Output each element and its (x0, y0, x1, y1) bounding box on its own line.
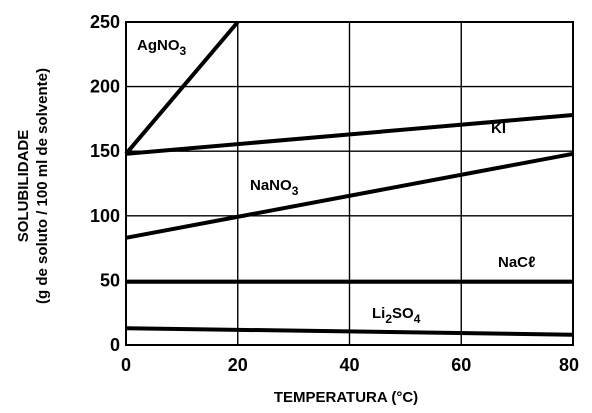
y-axis-title-line2: (g de soluto / 100 ml de solvente) (34, 68, 51, 304)
plot-frame (125, 21, 574, 346)
series-line-ki (125, 113, 574, 156)
y-axis-title-line1: SOLUBILIDADE (15, 130, 32, 243)
x-tick-label: 20 (228, 355, 248, 375)
series-line-agno3 (124, 20, 240, 156)
series-labels: AgNO3 KI NaNO3 NaCℓ Li2SO4 (137, 37, 535, 326)
grid (125, 21, 574, 346)
y-axis-title: SOLUBILIDADE (g de soluto / 100 ml de so… (15, 68, 51, 304)
series-label-nac: NaCℓ (498, 254, 535, 271)
series-lines (124, 20, 574, 337)
x-tick-label: 60 (451, 355, 471, 375)
series-label-nano3: NaNO3 (250, 177, 299, 198)
y-tick-label: 0 (110, 335, 120, 355)
series-line-li2so4 (125, 326, 574, 337)
x-tick-label: 80 (559, 355, 579, 375)
x-tick-labels: 0 20 40 60 80 (121, 355, 579, 375)
y-tick-labels: 0 50 100 150 200 250 (90, 12, 120, 355)
x-tick-label: 40 (339, 355, 359, 375)
series-label-agno3: AgNO3 (137, 37, 187, 58)
y-tick-label: 100 (90, 206, 120, 226)
y-tick-label: 200 (90, 77, 120, 97)
y-tick-label: 150 (90, 141, 120, 161)
y-tick-label: 50 (100, 270, 120, 290)
x-axis-title: TEMPERATURA (°C) (274, 389, 418, 406)
x-tick-label: 0 (121, 355, 131, 375)
series-label-li2so4: Li2SO4 (372, 305, 421, 326)
series-label-ki: KI (491, 120, 506, 137)
y-tick-label: 250 (90, 12, 120, 32)
series-line-nano3 (125, 151, 574, 240)
